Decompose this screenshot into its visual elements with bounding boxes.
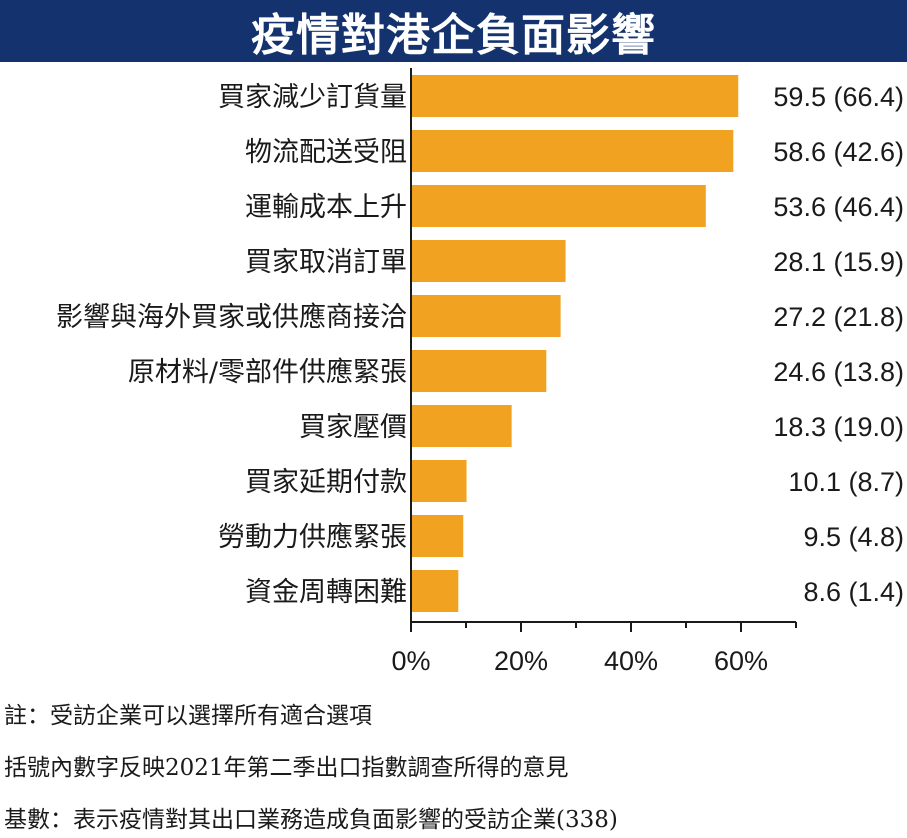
- value-label-0: 59.5 (66.4): [773, 82, 904, 112]
- category-label-3: 買家取消訂單: [245, 247, 407, 278]
- note-line-3: 基數：表示疫情對其出口業務造成負面影響的受訪企業(338): [4, 807, 618, 833]
- category-label-0: 買家減少訂貨量: [218, 82, 407, 113]
- value-label-4: 27.2 (21.8): [773, 302, 904, 332]
- x-tick-label-0: 0%: [391, 646, 430, 676]
- value-label-2: 53.6 (46.4): [773, 192, 904, 222]
- title-bar: 疫情對港企負面影響: [0, 0, 907, 62]
- category-label-9: 資金周轉困難: [245, 577, 407, 608]
- value-label-7: 10.1 (8.7): [788, 467, 904, 497]
- x-tick-label-2: 40%: [604, 646, 658, 676]
- category-label-6: 買家壓價: [299, 412, 407, 443]
- bar-9: [411, 570, 459, 612]
- bar-6: [411, 405, 512, 447]
- category-label-4: 影響與海外買家或供應商接洽: [56, 302, 407, 333]
- category-label-2: 運輸成本上升: [245, 192, 407, 223]
- bar-5: [411, 350, 547, 392]
- x-tick-label-3: 60%: [714, 646, 768, 676]
- bar-8: [411, 515, 464, 557]
- bar-3: [411, 240, 566, 282]
- chart-title: 疫情對港企負面影響: [251, 10, 656, 61]
- bar-0: [411, 75, 739, 117]
- category-label-8: 勞動力供應緊張: [218, 522, 407, 553]
- bar-chart: 買家減少訂貨量 59.5 (66.4) 物流配送受阻 58.6 (42.6) 運輸成本上…: [56, 68, 904, 676]
- bar-1: [411, 130, 734, 172]
- category-label-5: 原材料/零部件供應緊張: [128, 357, 407, 388]
- value-label-8: 9.5 (4.8): [803, 522, 904, 552]
- value-label-3: 28.1 (15.9): [773, 247, 904, 277]
- x-tick-label-1: 20%: [494, 646, 548, 676]
- bar-2: [411, 185, 706, 227]
- value-label-9: 8.6 (1.4): [803, 577, 904, 607]
- value-label-1: 58.6 (42.6): [773, 137, 904, 167]
- category-label-7: 買家延期付款: [245, 467, 407, 498]
- value-label-6: 18.3 (19.0): [773, 412, 904, 442]
- note-line-2: 括號內數字反映2021年第二季出口指數調查所得的意見: [4, 755, 569, 781]
- bar-4: [411, 295, 561, 337]
- note-line-1: 註：受訪企業可以選擇所有適合選項: [4, 703, 372, 729]
- value-label-5: 24.6 (13.8): [773, 357, 904, 387]
- category-label-1: 物流配送受阻: [245, 137, 407, 168]
- bar-7: [411, 460, 467, 502]
